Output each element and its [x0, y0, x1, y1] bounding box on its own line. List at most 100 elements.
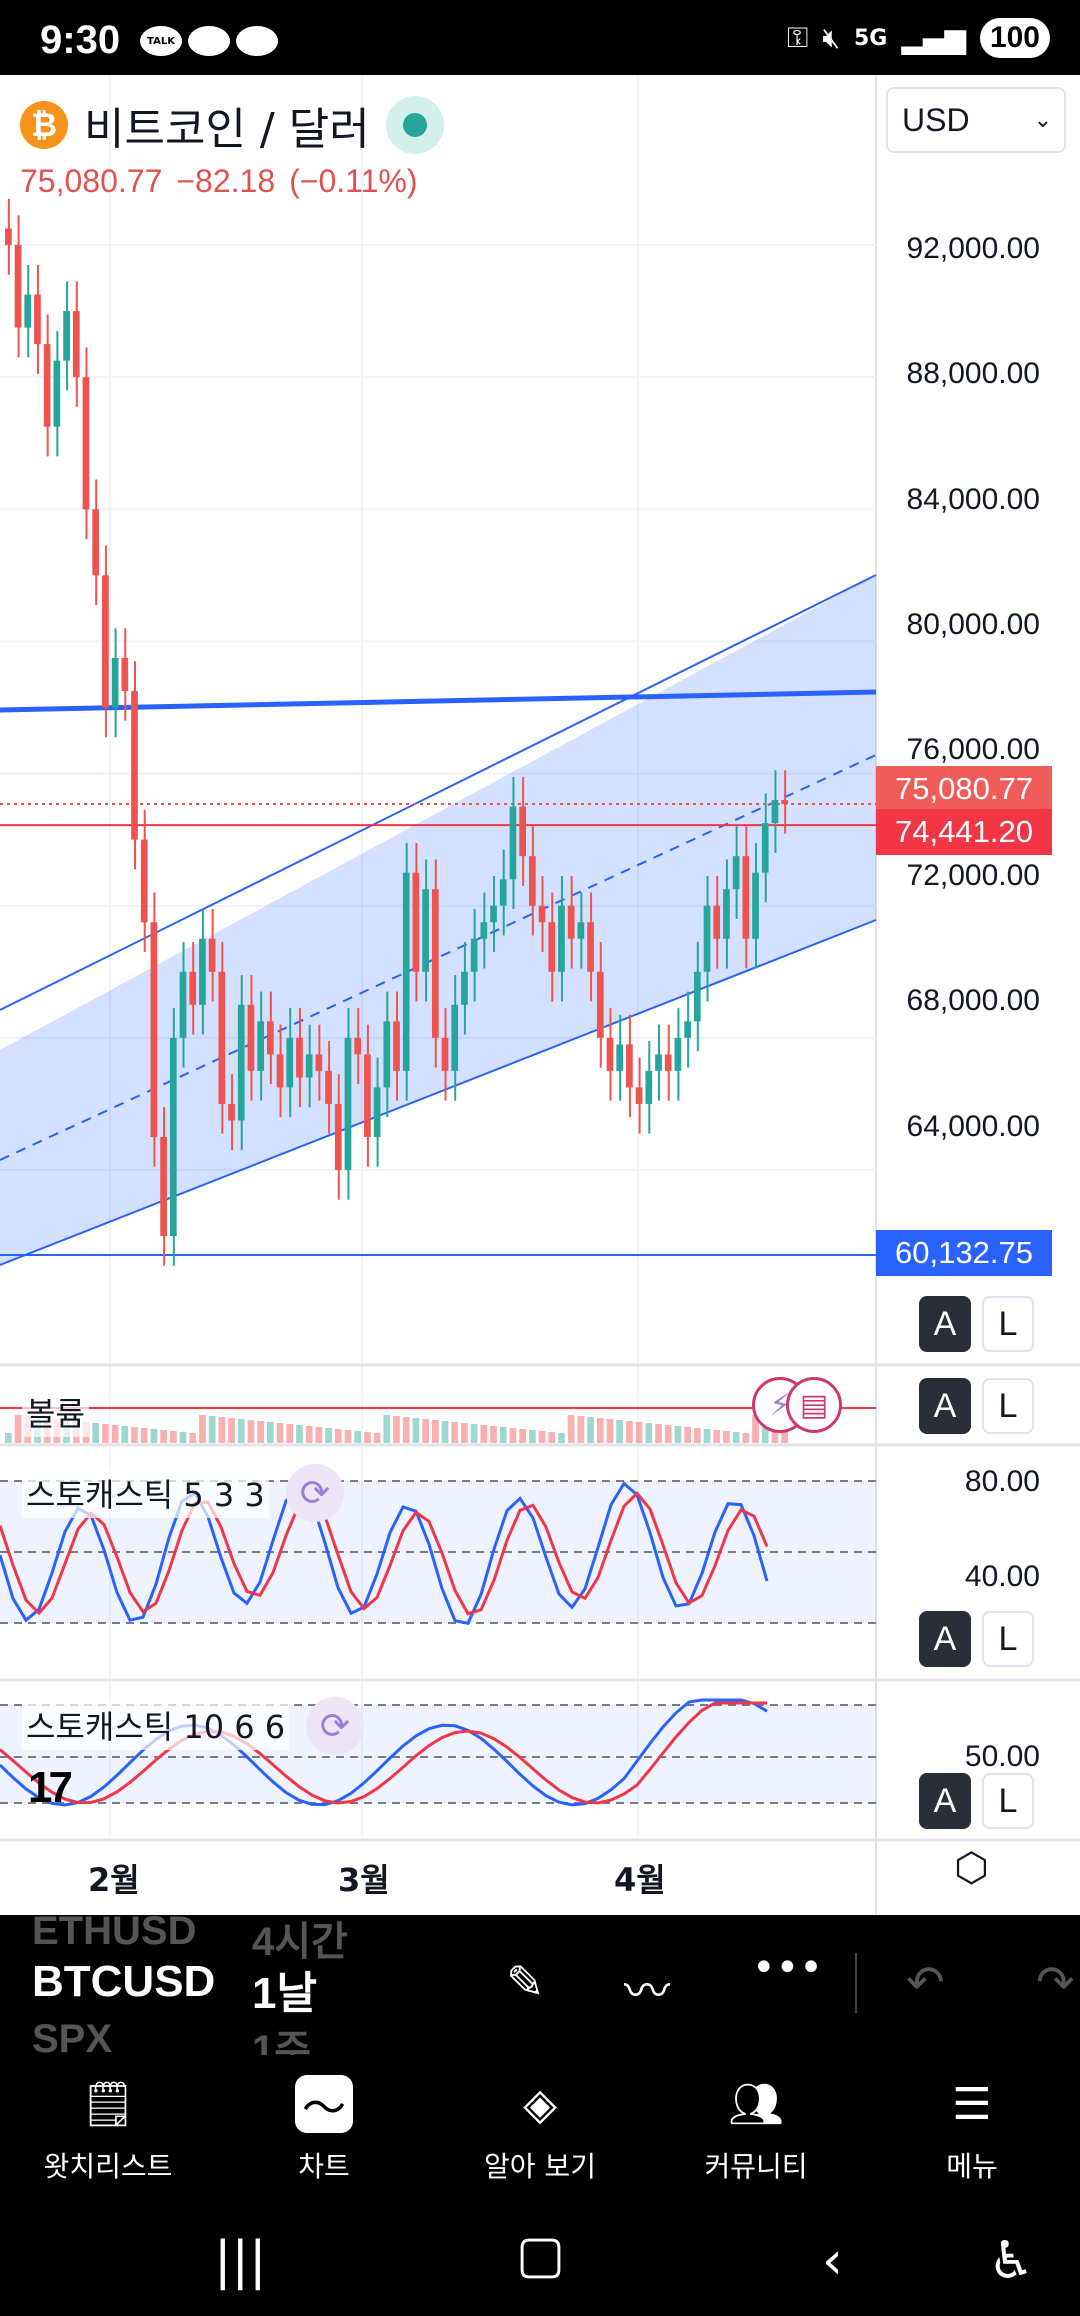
volume-bar [218, 1417, 226, 1443]
candle-body [160, 1136, 167, 1237]
candle-body [558, 905, 565, 972]
back-icon[interactable]: ‹ [822, 2231, 843, 2291]
current-symbol[interactable]: BTCUSD [32, 1957, 216, 2006]
next-interval[interactable]: 1주 [252, 2028, 312, 2055]
low-price-tag: 60,132.75 [876, 1230, 1052, 1276]
candle-body [247, 1004, 255, 1071]
nav-label: 왓치리스트 [43, 2150, 173, 2183]
volume-bar [334, 1429, 342, 1443]
time-axis-label: 4월 [614, 1861, 666, 1899]
volume-bar [354, 1431, 362, 1443]
home-icon[interactable]: ▢ [516, 2225, 566, 2285]
candle-body [567, 905, 575, 939]
volume-bar [461, 1423, 468, 1443]
volume-bar [548, 1432, 556, 1443]
nav-menu[interactable]: ☰ 메뉴 [864, 2055, 1080, 2205]
volume-bar [296, 1425, 303, 1443]
volume-bar [121, 1426, 129, 1443]
stoch1-d-line [0, 1491, 769, 1616]
volume-bar [199, 1415, 206, 1443]
auto-scale-button[interactable]: A [919, 1296, 971, 1352]
auto-scale-button[interactable]: A [919, 1378, 971, 1434]
prev-symbol[interactable]: ETHUSD [32, 1909, 197, 1953]
candle-body [189, 971, 197, 1005]
candle-body [761, 823, 769, 873]
symbol-title[interactable]: 비트코인 / 달러 [84, 104, 370, 155]
candle-body [451, 1004, 459, 1071]
volume-bar [412, 1418, 420, 1443]
candle-body [693, 971, 701, 1022]
bottom-nav: 🗒︎ 왓치리스트 〜 차트 ◈ 알아 보기 👥︎ 커뮤니티 ☰ 메뉴 [0, 2055, 1080, 2205]
candle-body [470, 938, 478, 972]
candle-body [626, 1044, 633, 1088]
chart-area[interactable]: ₿ 비트코인 / 달러 75,080.77 −82.18 (−0.11%) US… [0, 75, 1080, 1915]
volume-bar [761, 1416, 769, 1443]
symbol-header[interactable]: ₿ 비트코인 / 달러 [20, 93, 444, 157]
log-scale-button[interactable]: L [982, 1296, 1034, 1352]
recent-apps-icon[interactable]: ||| [214, 2231, 267, 2291]
message-icon [236, 26, 278, 56]
market-status-icon[interactable] [385, 96, 444, 154]
nav-explore[interactable]: ◈ 알아 보기 [432, 2055, 648, 2205]
candle-body [150, 922, 158, 1137]
accessibility-icon[interactable]: ♿︎ [988, 2231, 1035, 2291]
volume-bar [596, 1418, 604, 1443]
candle-body [499, 879, 507, 906]
candle-body [431, 889, 439, 1038]
price-tick: 76,000.00 [906, 733, 1040, 766]
auto-scale-button[interactable]: A [919, 1611, 971, 1667]
log-scale-button[interactable]: L [982, 1773, 1034, 1829]
price-change-pct: (−0.11%) [289, 163, 418, 199]
volume-bar [558, 1433, 565, 1443]
stoch1-pane-label[interactable]: 스토캐스틱 5 3 3 [22, 1468, 269, 1518]
candle-body [596, 971, 604, 1038]
candle-body [480, 922, 488, 939]
refresh-icon[interactable]: ⟳ [286, 1464, 344, 1522]
more-icon[interactable]: ••• [752, 1945, 823, 1991]
candle-body [742, 856, 750, 939]
current-interval[interactable]: 1날 [252, 1969, 317, 2018]
drawing-tools-icon[interactable]: 〰 [624, 1964, 670, 2018]
candle-body [422, 889, 429, 972]
redo-icon[interactable]: ↷ [1036, 1955, 1075, 2009]
log-scale-button[interactable]: L [982, 1611, 1034, 1667]
nav-community[interactable]: 👥︎ 커뮤니티 [648, 2055, 864, 2205]
auto-scale-button[interactable]: A [919, 1773, 971, 1829]
volume-bar [422, 1419, 429, 1443]
volume-pane-label[interactable]: 볼륨 [22, 1387, 89, 1437]
volume-bar [606, 1419, 614, 1443]
next-symbol[interactable]: SPX [32, 2017, 113, 2055]
currency-select[interactable]: USD ⌄ [886, 87, 1066, 153]
chevron-down-icon: ⌄ [1033, 107, 1052, 132]
price-tick: 68,000.00 [906, 984, 1040, 1017]
price-summary: 75,080.77 −82.18 (−0.11%) [20, 163, 417, 200]
candle-body [402, 872, 410, 1071]
candle-body [606, 1037, 614, 1071]
volume-bar [237, 1419, 245, 1443]
events-badges[interactable]: ⚡ ▤ [752, 1377, 842, 1433]
settings-hexagon-icon[interactable]: ⬡ [954, 1845, 989, 1891]
candle-body [34, 294, 41, 345]
pen-icon[interactable]: ✎ [506, 1955, 545, 2009]
candle-body [5, 228, 12, 245]
candle-body [334, 1103, 342, 1170]
candle-body [713, 905, 721, 939]
us-flag-icon[interactable]: ▤ [786, 1377, 842, 1433]
candle-body [577, 922, 585, 939]
candle-body [354, 1037, 362, 1055]
mute-icon: 🔇︎ [822, 21, 840, 54]
volume-bar [5, 1433, 12, 1443]
volume-bar [150, 1429, 158, 1443]
undo-icon[interactable]: ↶ [906, 1955, 945, 2009]
stoch2-pane-label[interactable]: 스토캐스틱 10 6 6 [22, 1700, 290, 1750]
nav-chart[interactable]: 〜 차트 [216, 2055, 432, 2205]
nav-watchlist[interactable]: 🗒︎ 왓치리스트 [0, 2055, 216, 2205]
system-icons: ⚿ 🔇︎ 5G ▂▄▆ 100 [787, 18, 1050, 58]
log-scale-button[interactable]: L [982, 1378, 1034, 1434]
symbol-toolbar[interactable]: ETHUSD 4시간 BTCUSD 1날 SPX 1주 ✎ 〰 ••• ↶ ↷ [0, 1909, 1080, 2055]
prev-interval[interactable]: 4시간 [252, 1920, 348, 1964]
volume-bar [267, 1422, 274, 1443]
candle-body [538, 905, 546, 923]
refresh-icon[interactable]: ⟳ [306, 1697, 364, 1755]
candle-body [218, 971, 226, 1104]
